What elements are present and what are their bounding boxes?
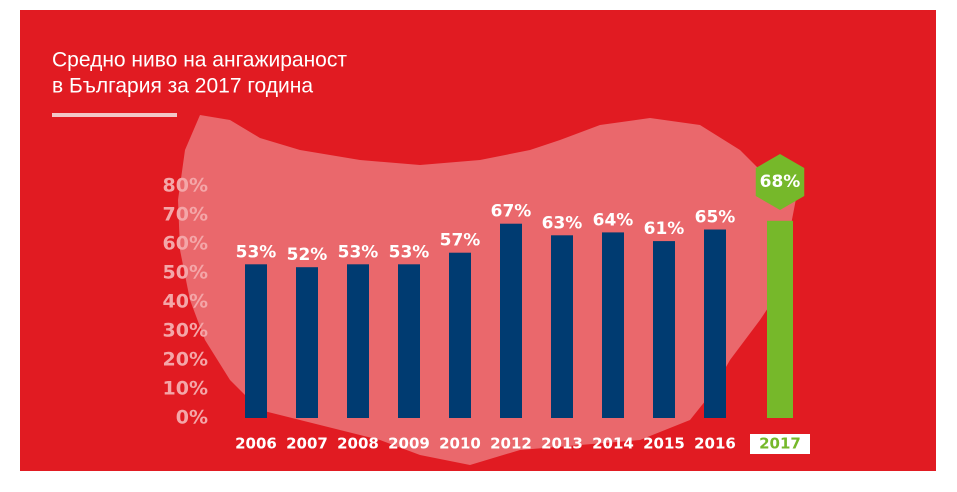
x-tick-label: 2010 bbox=[439, 435, 481, 453]
bar bbox=[500, 223, 522, 418]
map-silhouette bbox=[178, 115, 800, 465]
y-tick-label: 80% bbox=[163, 175, 208, 197]
chart-title: Средно ниво на ангажираност bbox=[52, 49, 347, 72]
bar bbox=[653, 241, 675, 418]
chart-title: в България за 2017 година bbox=[52, 75, 313, 98]
x-tick-label: 2013 bbox=[541, 435, 583, 453]
bar bbox=[449, 252, 471, 418]
y-tick-label: 20% bbox=[163, 349, 208, 371]
x-tick-label: 2007 bbox=[286, 435, 328, 453]
x-tick-label: 2009 bbox=[388, 435, 430, 453]
y-tick-label: 60% bbox=[163, 233, 208, 255]
y-tick-label: 30% bbox=[163, 320, 208, 342]
bar bbox=[347, 264, 369, 418]
x-tick-label: 2015 bbox=[643, 435, 685, 453]
value-label: 57% bbox=[440, 231, 481, 251]
title-underline bbox=[52, 113, 177, 117]
value-label: 68% bbox=[760, 172, 801, 192]
y-tick-label: 10% bbox=[163, 378, 208, 400]
label-hexagon bbox=[755, 154, 805, 210]
x-tick-label: 2012 bbox=[490, 435, 532, 453]
value-label: 65% bbox=[695, 208, 736, 228]
bar bbox=[551, 235, 573, 418]
x-label-box bbox=[750, 434, 810, 454]
y-tick-label: 70% bbox=[163, 204, 208, 226]
value-label: 67% bbox=[491, 202, 532, 222]
bar bbox=[245, 264, 267, 418]
value-label: 64% bbox=[593, 210, 634, 230]
value-label: 53% bbox=[236, 242, 277, 262]
y-tick-label: 0% bbox=[176, 407, 208, 429]
bar bbox=[767, 220, 793, 418]
value-label: 53% bbox=[389, 242, 430, 262]
bar bbox=[398, 264, 420, 418]
value-label: 61% bbox=[644, 219, 685, 239]
x-tick-label: 2017 bbox=[759, 435, 801, 453]
x-tick-label: 2006 bbox=[235, 435, 277, 453]
bar bbox=[704, 229, 726, 418]
x-tick-label: 2014 bbox=[592, 435, 634, 453]
y-tick-label: 40% bbox=[163, 291, 208, 313]
x-tick-label: 2016 bbox=[694, 435, 736, 453]
x-tick-label: 2008 bbox=[337, 435, 379, 453]
bar bbox=[602, 232, 624, 418]
value-label: 63% bbox=[542, 213, 583, 233]
bar bbox=[296, 267, 318, 418]
value-label: 52% bbox=[287, 245, 328, 265]
value-label: 53% bbox=[338, 242, 379, 262]
y-tick-label: 50% bbox=[163, 262, 208, 284]
